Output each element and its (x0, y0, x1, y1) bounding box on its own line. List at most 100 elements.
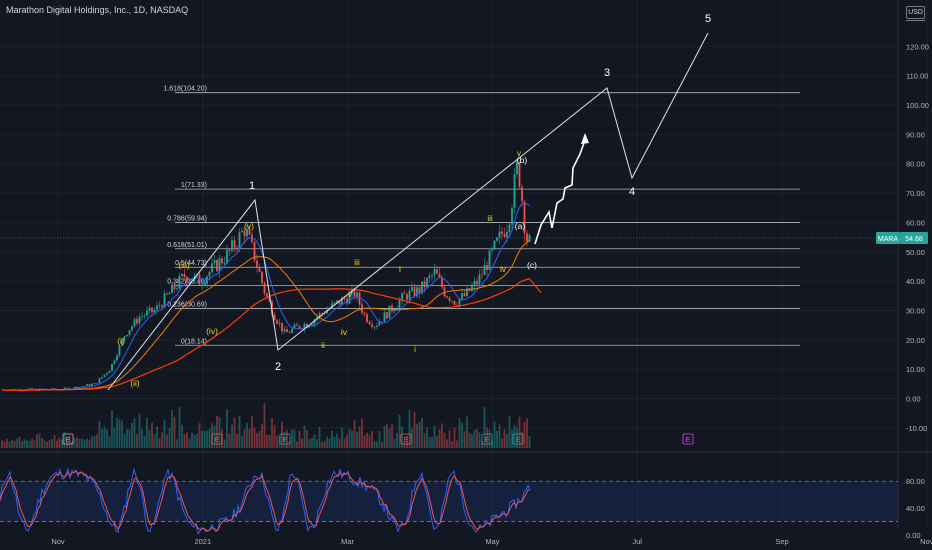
volume-bar (473, 429, 476, 448)
candle-body (83, 385, 86, 387)
volume-bar (491, 440, 493, 448)
candle-body (126, 334, 128, 337)
candle-body (256, 260, 258, 268)
volume-bar (251, 416, 253, 448)
volume-bar (21, 441, 23, 448)
candle-body (518, 162, 521, 187)
earnings-letter: E (685, 435, 690, 444)
volume-bar (363, 435, 366, 448)
candle-body (413, 287, 416, 297)
candle-body (121, 339, 123, 346)
candle-body (481, 274, 483, 276)
candle-body (353, 288, 356, 297)
volume-bar (131, 422, 133, 448)
volume-bar (416, 423, 418, 448)
candle-body (288, 332, 291, 333)
volume-bar (353, 419, 356, 448)
candle-body (273, 314, 276, 321)
volume-bar (88, 439, 91, 448)
candle-body (278, 322, 281, 324)
candle-body (108, 370, 111, 373)
ticker-label: MARA (878, 236, 899, 243)
volume-bar (453, 427, 456, 448)
volume-bar (236, 433, 238, 448)
volume-bar (301, 438, 303, 448)
volume-bar (338, 438, 341, 448)
earnings-box (279, 433, 291, 445)
volume-bar (486, 427, 488, 448)
candle-body (211, 263, 213, 272)
volume-bar (51, 439, 53, 448)
candle-body (383, 312, 386, 322)
volume-bar (121, 420, 123, 448)
candle-body (433, 269, 436, 275)
candle-body (511, 208, 513, 225)
volume-bar (466, 416, 468, 448)
stoch-tick-label: 40.00 (906, 504, 925, 513)
volume-bar (83, 439, 86, 448)
candle-body (226, 249, 228, 263)
volume-bar (46, 441, 48, 448)
candle-body (493, 240, 496, 249)
wave-label-minor: v (348, 289, 353, 299)
candle-body (436, 269, 438, 274)
wave-label-major: 4 (629, 186, 635, 198)
volume-bar (196, 433, 198, 448)
volume-bar (441, 423, 443, 448)
volume-bar (438, 429, 441, 448)
candle-body (133, 319, 136, 327)
volume-bar (141, 428, 143, 448)
volume-bar (351, 430, 353, 448)
candle-body (63, 387, 66, 391)
volume-bar (126, 428, 128, 448)
volume-bar (381, 442, 383, 448)
wave-label-minor-second: iii (487, 214, 493, 223)
candle-body (231, 240, 233, 251)
volume-bar (521, 431, 523, 448)
candle-body (148, 307, 151, 311)
volume-bar (23, 439, 26, 448)
time-tick-label: Mar (341, 537, 354, 546)
volume-bar (431, 437, 433, 448)
volume-bar (146, 418, 148, 448)
volume-bar (516, 427, 518, 448)
candle-body (81, 386, 83, 388)
candle-body (456, 304, 458, 306)
candle-body (431, 274, 433, 276)
candle-body (491, 248, 493, 251)
price-tick-label: 100.00 (906, 101, 929, 110)
stochastic-panel: 80.00 40.00 0.00 (0, 467, 925, 540)
moving-averages (1, 202, 542, 392)
volume-bar (446, 439, 448, 448)
wave-label-minor: (c) (527, 260, 537, 270)
candle-body (223, 262, 226, 264)
price-tick-label: 90.00 (906, 130, 925, 139)
volume-bar (246, 422, 248, 448)
candle-body (123, 336, 126, 340)
volume-bar (173, 416, 176, 448)
candle-body (313, 319, 316, 325)
price-tick-label: -10.00 (906, 424, 927, 433)
volume-bar (3, 441, 6, 448)
volume-bar (396, 432, 398, 448)
candle-body (293, 324, 296, 329)
volume-bar (156, 426, 158, 448)
candle-body (426, 278, 428, 288)
currency-button[interactable]: USD (906, 6, 925, 19)
candle-body (391, 305, 393, 312)
volume-bar (158, 438, 161, 448)
fib-label: 0.786(59.94) (167, 216, 207, 223)
candle-body (158, 305, 161, 306)
volume-bar (496, 430, 498, 448)
currency-underline (906, 20, 925, 21)
wave-label-minor: (iv) (206, 326, 218, 336)
candle-body (408, 290, 411, 300)
volume-bar (458, 418, 461, 448)
volume-bar (328, 438, 331, 448)
time-tick-label: Nov (51, 537, 65, 546)
candle-body (513, 173, 516, 209)
volume-bar (226, 408, 228, 448)
candle-body (221, 258, 223, 264)
candle-body (376, 325, 378, 327)
